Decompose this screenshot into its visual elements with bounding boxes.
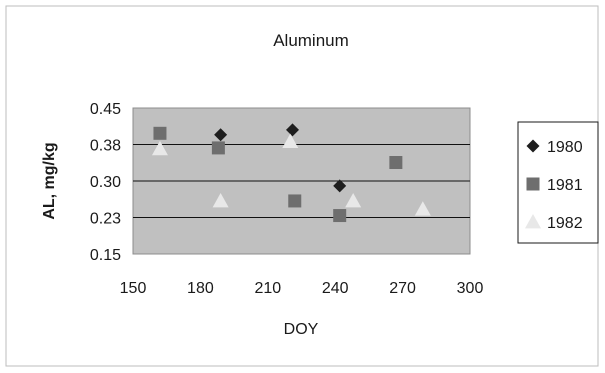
data-point-1981 <box>288 194 302 208</box>
grid-layer <box>133 144 470 218</box>
x-tick-label: 240 <box>322 280 349 297</box>
data-point-1982 <box>414 201 431 216</box>
data-point-1982 <box>151 140 168 156</box>
x-tick-labels: 150 180 210 240 270 300 <box>120 280 484 297</box>
data-point-1981 <box>153 126 167 140</box>
y-tick-label: 0.23 <box>90 211 121 228</box>
x-tick-label: 270 <box>389 280 416 297</box>
legend-label: 1982 <box>547 215 583 232</box>
data-point-1981 <box>333 209 347 223</box>
x-tick-label: 150 <box>120 280 147 297</box>
data-point-1982 <box>212 192 229 208</box>
x-tick-label: 210 <box>254 280 281 297</box>
data-points <box>151 123 431 223</box>
data-point-1980 <box>333 179 347 193</box>
x-tick-label: 180 <box>187 280 214 297</box>
x-tick-label: 300 <box>457 280 484 297</box>
data-point-1982 <box>345 192 362 208</box>
y-tick-label: 0.30 <box>90 174 121 191</box>
y-tick-label: 0.45 <box>90 101 121 118</box>
legend-marker-1980 <box>526 139 540 153</box>
data-point-1981 <box>211 141 225 155</box>
x-axis-title: DOY <box>284 321 319 338</box>
legend-marker-1982 <box>525 214 541 229</box>
y-axis-title: AL, mg/kg <box>41 142 58 219</box>
data-point-1981 <box>389 156 403 170</box>
legend-label: 1981 <box>547 177 583 194</box>
y-tick-label: 0.15 <box>90 247 121 264</box>
y-tick-labels: 0.15 0.23 0.30 0.38 0.45 <box>90 101 121 264</box>
data-point-1982 <box>282 133 299 148</box>
legend-label: 1980 <box>547 139 583 156</box>
data-point-1980 <box>214 128 228 142</box>
legend: 1980 1981 1982 <box>525 139 583 232</box>
legend-marker-1981 <box>526 177 540 191</box>
chart-title: Aluminum <box>273 31 349 50</box>
y-tick-label: 0.38 <box>90 138 121 155</box>
data-point-1980 <box>286 123 300 137</box>
